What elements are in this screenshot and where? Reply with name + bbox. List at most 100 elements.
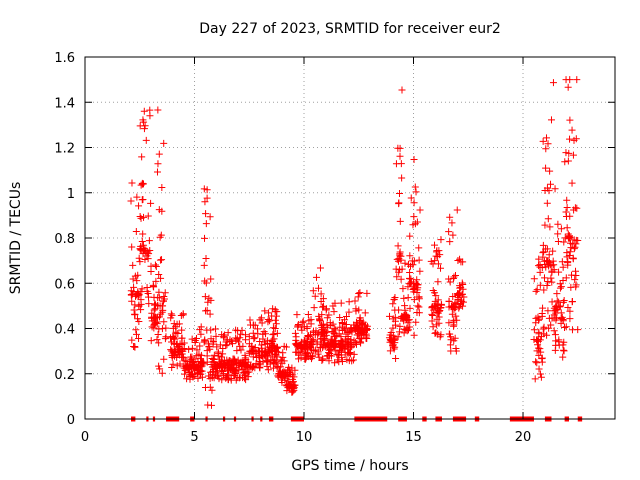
data-point xyxy=(407,275,415,283)
data-point xyxy=(200,261,208,269)
data-point xyxy=(398,174,406,182)
data-point xyxy=(250,347,258,355)
data-point xyxy=(198,373,206,381)
data-point xyxy=(407,194,415,202)
data-point xyxy=(556,302,564,310)
data-point xyxy=(561,324,569,332)
data-point xyxy=(550,261,558,269)
data-point xyxy=(342,330,350,338)
data-point xyxy=(341,325,349,333)
data-point xyxy=(330,308,338,316)
data-point xyxy=(409,261,417,269)
data-point xyxy=(415,256,423,264)
y-tick-label: 0.8 xyxy=(54,232,75,247)
data-point xyxy=(391,334,399,342)
data-point xyxy=(402,326,410,334)
data-point xyxy=(269,358,277,366)
data-point xyxy=(155,150,163,158)
data-point xyxy=(144,212,152,220)
data-point xyxy=(188,363,196,371)
data-point xyxy=(251,321,259,329)
data-point xyxy=(356,329,364,337)
data-point xyxy=(395,306,403,314)
data-point xyxy=(341,342,349,350)
data-point xyxy=(129,261,137,269)
data-point xyxy=(559,317,567,325)
data-point xyxy=(400,329,408,337)
data-point xyxy=(553,297,561,305)
data-point xyxy=(202,220,210,228)
data-point xyxy=(394,242,402,250)
data-point xyxy=(234,327,242,335)
data-point xyxy=(574,237,582,245)
data-point xyxy=(316,264,324,272)
data-point xyxy=(215,375,223,383)
ticks-layer xyxy=(84,56,615,420)
data-point xyxy=(292,348,300,356)
data-point xyxy=(395,199,403,207)
data-point xyxy=(539,253,547,261)
data-point xyxy=(547,274,555,282)
data-point xyxy=(361,309,369,317)
data-point xyxy=(128,243,136,251)
data-point xyxy=(256,316,264,324)
data-point xyxy=(547,116,555,124)
data-point xyxy=(448,310,456,318)
data-point xyxy=(452,347,460,355)
data-point xyxy=(437,236,445,244)
data-point xyxy=(351,297,359,305)
data-point xyxy=(561,234,569,242)
data-point xyxy=(160,355,168,363)
data-point xyxy=(219,368,227,376)
data-point xyxy=(415,244,423,252)
data-point xyxy=(130,283,138,291)
data-point xyxy=(201,198,209,206)
data-point xyxy=(397,275,405,283)
data-point xyxy=(434,296,442,304)
data-point xyxy=(401,259,409,267)
data-point xyxy=(431,329,439,337)
data-point xyxy=(450,273,458,281)
data-point xyxy=(543,257,551,265)
data-point xyxy=(539,137,547,145)
data-point xyxy=(194,374,202,382)
data-point xyxy=(299,317,307,325)
data-point xyxy=(133,330,141,338)
data-point xyxy=(152,319,160,327)
data-point xyxy=(330,342,338,350)
data-point xyxy=(231,370,239,378)
data-point xyxy=(410,213,418,221)
data-point xyxy=(134,292,142,300)
data-point xyxy=(345,349,353,357)
data-point xyxy=(454,296,462,304)
data-point xyxy=(156,313,164,321)
data-point xyxy=(542,263,550,271)
data-point xyxy=(203,186,211,194)
data-point xyxy=(566,248,574,256)
data-point xyxy=(433,247,441,255)
data-point xyxy=(309,287,317,295)
data-point xyxy=(264,318,272,326)
data-point xyxy=(169,360,177,368)
data-point xyxy=(542,145,550,153)
data-point xyxy=(406,252,414,260)
data-point xyxy=(304,310,312,318)
data-point xyxy=(563,204,571,212)
data-point xyxy=(435,307,443,315)
data-point xyxy=(557,225,565,233)
tick-labels: 0 5 10 15 20 0 0.2 0.4 0.6 0.8 1 1.2 1.4 1.6 xyxy=(54,51,531,445)
data-point xyxy=(181,370,189,378)
data-point xyxy=(392,265,400,273)
data-point xyxy=(146,106,154,114)
data-point xyxy=(206,345,214,353)
data-point xyxy=(324,343,332,351)
data-point xyxy=(352,325,360,333)
data-point xyxy=(137,246,145,254)
y-tick-label: 1.2 xyxy=(54,142,75,157)
data-point xyxy=(342,320,350,328)
data-point xyxy=(427,257,435,265)
data-point xyxy=(361,321,369,329)
data-point xyxy=(253,325,261,333)
data-point xyxy=(181,366,189,374)
data-point xyxy=(237,330,245,338)
